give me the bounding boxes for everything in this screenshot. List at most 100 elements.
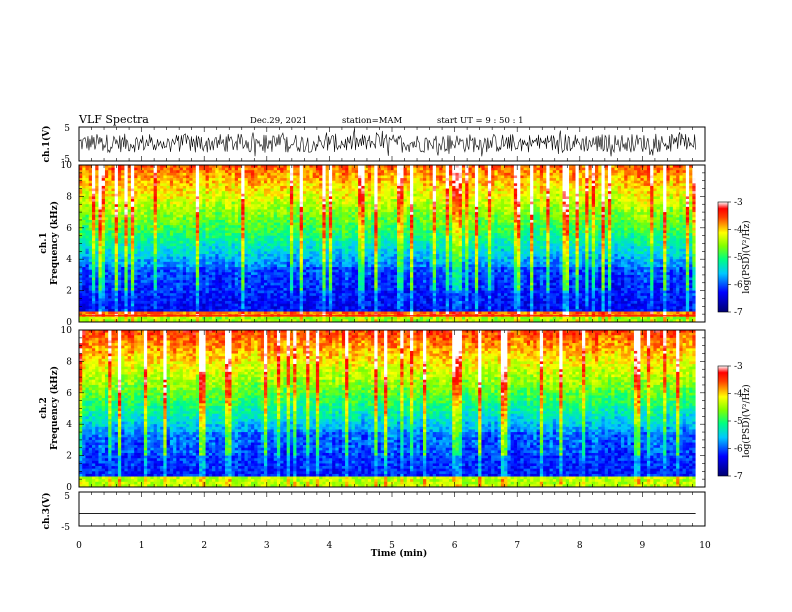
spectrogram-cell [251,194,255,197]
spectrogram-cell [154,238,158,241]
spectrogram-cell [293,186,297,189]
spectrogram-cell [199,257,203,260]
spectrogram-cell [183,280,187,283]
spectrogram-cell [150,267,154,270]
spectrogram-cell [144,301,148,304]
spectrogram-cell [300,285,304,288]
spectrogram-cell [257,257,261,260]
spectrogram-cell [232,298,236,301]
spectrogram-cell [118,204,122,207]
spectrogram-cell [313,283,317,286]
spectrogram-cell [329,236,333,239]
spectrogram-cell [183,275,187,278]
spectrogram-cell [144,228,148,231]
spectrogram-cell [228,251,232,254]
spectrogram-cell [193,170,197,173]
spectrogram-cell [303,191,307,194]
spectrogram-cell [186,183,190,186]
spectrogram-cell [290,272,294,275]
spectrogram-cell [186,244,190,247]
spectrogram-cell [154,288,158,291]
spectrogram-cell [209,259,213,262]
spectrogram-cell [287,270,291,273]
spectrogram-cell [150,236,154,239]
spectrogram-cell [309,275,313,278]
spectrogram-cell [283,301,287,304]
spectrogram-cell [225,238,229,241]
spectrogram-cell [170,170,174,173]
spectrogram-cell [209,262,213,265]
spectrogram-cell [270,278,274,281]
spectrogram-cell [326,178,330,181]
spectrogram-cell [189,220,193,223]
spectrogram-cell [332,254,336,257]
spectrogram-cell [248,288,252,291]
spectrogram-cell [245,241,249,244]
spectrogram-cell [160,257,164,260]
spectrogram-cell [261,194,265,197]
spectrogram-cell [313,186,317,189]
spectrogram-cell [245,196,249,199]
spectrogram-cell [274,262,278,265]
spectrogram-cell [264,228,268,231]
spectrogram-cell [319,175,323,178]
spectrogram-cell [183,178,187,181]
spectrogram-cell [219,259,223,262]
spectrogram-cell [306,283,310,286]
spectrogram-cell [202,238,206,241]
spectrogram-cell [180,215,184,218]
spectrogram-cell [329,267,333,270]
spectrogram-cell [180,228,184,231]
spectrogram-cell [170,194,174,197]
spectrogram-cell [264,173,268,176]
spectrogram-cell [251,217,255,220]
spectrogram-cell [150,251,154,254]
spectrogram-cell [329,264,333,267]
spectrogram-cell [79,212,83,215]
spectrogram-cell [257,317,261,320]
spectrogram-cell [335,199,339,202]
spectrogram-cell [98,168,102,171]
spectrogram-cell [309,217,313,220]
spectrogram-cell [176,288,180,291]
spectrogram-cell [235,181,239,184]
spectrogram-cell [105,215,109,218]
spectrogram-cell [163,309,167,312]
spectrogram-cell [339,259,343,262]
spectrogram-cell [245,246,249,249]
spectrogram-cell [313,288,317,291]
spectrogram-cell [303,202,307,205]
spectrogram-cell [170,175,174,178]
spectrogram-cell [141,257,145,260]
spectrogram-cell [137,196,141,199]
spectrogram-cell [303,301,307,304]
spectrogram-cell [121,298,125,301]
spectrogram-cell [241,189,245,192]
spectrogram-cell [306,223,310,226]
spectrogram-cell [277,225,281,228]
spectrogram-cell [121,278,125,281]
spectrogram-cell [238,309,242,312]
spectrogram-cell [335,233,339,236]
spectrogram-cell [257,267,261,270]
spectrogram-cell [219,275,223,278]
spectrogram-cell [251,175,255,178]
spectrogram-cell [335,278,339,281]
spectrogram-cell [92,246,96,249]
spectrogram-cell [121,301,125,304]
spectrogram-cell [316,291,320,294]
spectrogram-cell [82,238,86,241]
spectrogram-cell [283,220,287,223]
spectrogram-cell [342,212,346,215]
spectrogram-cell [199,183,203,186]
spectrogram-cell [167,191,171,194]
spectrogram-cell [257,178,261,181]
spectrogram-cell [319,306,323,309]
spectrogram-cell [131,264,135,267]
spectrogram-cell [296,251,300,254]
spectrogram-cell [183,170,187,173]
spectrogram-cell [235,270,239,273]
spectrogram-cell [280,191,284,194]
spectrogram-cell [154,173,158,176]
spectrogram-cell [280,304,284,307]
